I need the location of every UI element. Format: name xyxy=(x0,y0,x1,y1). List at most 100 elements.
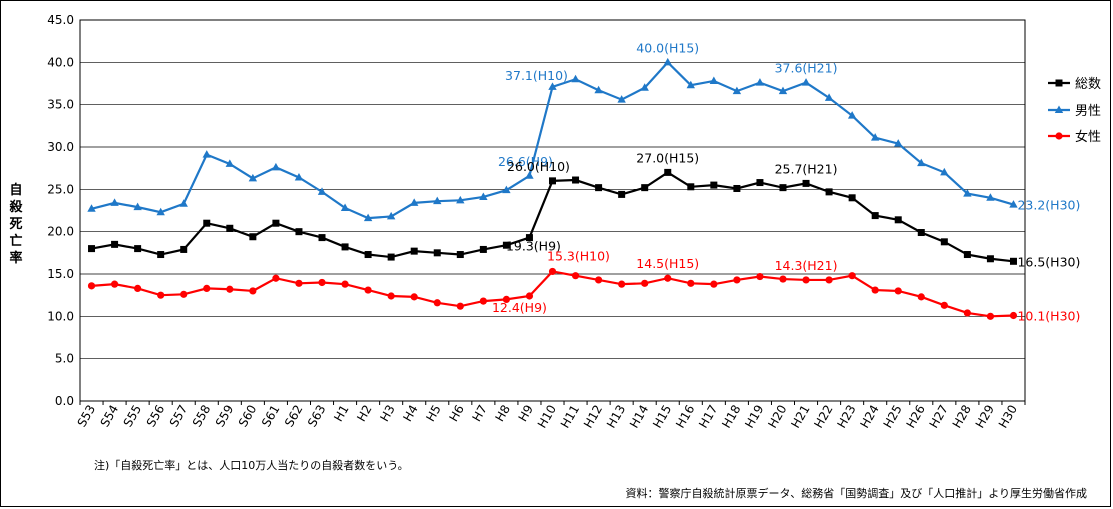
x-tick-label: S62 xyxy=(282,403,306,430)
data-point xyxy=(433,196,442,205)
data-point xyxy=(502,295,511,303)
data-point xyxy=(456,302,464,310)
x-tick-label: H17 xyxy=(696,403,720,431)
data-point xyxy=(963,309,971,317)
data-point xyxy=(248,173,258,182)
data-point xyxy=(963,251,971,259)
data-point xyxy=(871,212,879,220)
data-point xyxy=(755,78,765,86)
data-point xyxy=(87,204,96,212)
x-tick-label: H30 xyxy=(996,403,1020,431)
y-axis-label: 自殺死亡率 xyxy=(8,182,24,267)
data-point xyxy=(986,193,995,201)
data-point xyxy=(848,272,856,280)
data-point xyxy=(294,172,304,181)
data-point xyxy=(341,243,349,251)
data-point xyxy=(825,276,833,284)
data-point xyxy=(640,83,649,91)
data-point xyxy=(318,278,326,287)
data-point xyxy=(502,185,511,194)
x-tick-label: H5 xyxy=(423,403,443,424)
x-tick-label: H27 xyxy=(927,403,951,431)
data-point xyxy=(433,249,441,257)
data-point xyxy=(272,274,280,282)
data-point xyxy=(110,280,119,288)
series-2 xyxy=(87,267,1018,320)
data-point xyxy=(1009,200,1018,208)
x-tick-label: H13 xyxy=(604,403,628,431)
data-point xyxy=(847,111,857,119)
legend-label: 女性 xyxy=(1075,129,1101,145)
y-tick-label: 40.0 xyxy=(47,55,74,69)
data-point xyxy=(801,78,811,86)
x-tick-label: H12 xyxy=(581,403,605,431)
data-point xyxy=(157,251,165,259)
data-point xyxy=(732,86,742,95)
x-tick-label: H20 xyxy=(765,403,789,431)
data-point xyxy=(779,275,787,283)
data-point xyxy=(226,285,234,293)
data-point xyxy=(387,292,395,300)
x-tick-label: H4 xyxy=(400,403,420,424)
y-tick-label: 15.0 xyxy=(47,267,74,281)
data-point xyxy=(364,251,372,259)
data-label: 10.1(H30) xyxy=(1017,308,1080,323)
data-point xyxy=(156,207,165,216)
data-point xyxy=(525,292,534,300)
x-tick-label: H9 xyxy=(516,403,536,424)
data-point xyxy=(709,76,719,84)
data-point xyxy=(963,189,972,197)
data-label: 26.6(H9) xyxy=(498,154,553,169)
data-point xyxy=(364,286,372,294)
x-tick-label: H19 xyxy=(742,403,766,431)
data-point xyxy=(203,219,211,227)
data-point xyxy=(917,293,925,301)
data-point xyxy=(687,183,695,191)
data-point xyxy=(111,240,119,248)
data-point xyxy=(340,203,350,211)
data-point xyxy=(870,133,880,141)
x-tick-label: S57 xyxy=(167,403,191,430)
data-point xyxy=(617,95,626,103)
data-point xyxy=(894,287,902,295)
data-point xyxy=(687,279,695,287)
data-point xyxy=(479,297,487,305)
data-point xyxy=(940,238,948,246)
x-tick-label: H6 xyxy=(446,403,466,424)
x-tick-label: S54 xyxy=(98,403,122,430)
data-point xyxy=(779,184,787,192)
x-tick-label: S58 xyxy=(190,403,214,430)
data-point xyxy=(663,57,672,66)
x-tick-label: S56 xyxy=(144,403,168,430)
y-tick-label: 30.0 xyxy=(47,140,74,154)
data-point xyxy=(502,241,510,249)
y-tick-label: 0.0 xyxy=(55,394,74,408)
data-point xyxy=(363,213,373,222)
y-tick-label: 45.0 xyxy=(47,13,74,27)
legend-label: 男性 xyxy=(1075,104,1101,119)
data-point xyxy=(410,198,419,206)
series-0 xyxy=(88,168,1017,265)
data-point xyxy=(479,192,488,200)
data-point xyxy=(594,85,603,94)
x-tick-label: H16 xyxy=(673,403,697,431)
data-point xyxy=(618,280,626,288)
x-tick-label: S60 xyxy=(236,403,260,430)
x-tick-label: H2 xyxy=(354,403,374,424)
data-point xyxy=(134,284,142,292)
data-label: 37.1(H10) xyxy=(505,68,568,83)
data-point xyxy=(110,198,119,206)
data-point xyxy=(848,194,856,202)
legend-label: 総数 xyxy=(1075,77,1101,92)
data-point xyxy=(295,279,303,287)
data-point xyxy=(386,211,396,220)
x-tick-label: H25 xyxy=(881,403,905,431)
data-label: 26.0(H10) xyxy=(507,159,570,174)
data-point xyxy=(824,93,834,101)
data-point xyxy=(710,280,718,288)
x-tick-label: H14 xyxy=(627,403,651,431)
x-tick-label: H10 xyxy=(535,403,559,431)
data-point xyxy=(940,167,949,176)
x-tick-label: H24 xyxy=(858,403,882,431)
